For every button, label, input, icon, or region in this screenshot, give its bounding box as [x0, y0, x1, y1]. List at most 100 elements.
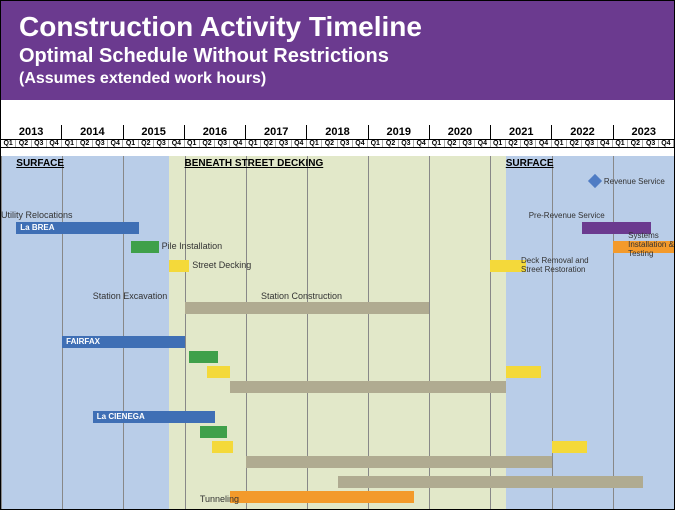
annotation-text: Street Decking [192, 260, 251, 270]
quarter-cell: Q4 [475, 140, 490, 147]
quarter-cell: Q4 [108, 140, 123, 147]
construction-bar-4 [338, 476, 644, 488]
legend-label: Systems Installation & Testing [628, 231, 675, 258]
la-brea-decking [169, 260, 189, 272]
chart-header: Construction Activity Timeline Optimal S… [1, 1, 674, 100]
gantt-timeline: 2013201420152016201720182019202020212022… [1, 125, 674, 509]
fairfax-deck-removal [506, 366, 541, 378]
quarter-cell: Q1 [613, 140, 628, 147]
la-cienega-station: La CIENEGA [93, 411, 215, 423]
legend-pre-revenue-service: Pre-Revenue Service [529, 211, 605, 220]
year-cell: 2017 [246, 125, 307, 139]
quarter-cell: Q4 [47, 140, 62, 147]
gantt-chart-area: SURFACE BENEATH STREET DECKING SURFACE La B… [1, 156, 674, 509]
phase-label: BENEATH STREET DECKING [185, 158, 324, 169]
quarter-cell: Q4 [353, 140, 368, 147]
la-cienega-deck-removal [552, 441, 587, 453]
quarter-axis: Q1Q2Q3Q4Q1Q2Q3Q4Q1Q2Q3Q4Q1Q2Q3Q4Q1Q2Q3Q4… [1, 140, 674, 148]
gridline [123, 156, 124, 509]
phase-label: SURFACE [506, 158, 554, 169]
quarter-cell: Q4 [414, 140, 429, 147]
quarter-cell: Q1 [185, 140, 200, 147]
gridline [613, 156, 614, 509]
subtitle: Optimal Schedule Without Restrictions [19, 45, 656, 68]
quarter-cell: Q3 [93, 140, 108, 147]
la-cienega-construction [246, 456, 552, 468]
quarter-cell: Q2 [567, 140, 582, 147]
title: Construction Activity Timeline [19, 11, 656, 43]
annotation-text: Station Construction [261, 291, 342, 301]
annotation-text: Utility Relocations [1, 210, 73, 220]
quarter-cell: Q1 [246, 140, 261, 147]
fairfax-station: FAIRFAX [62, 336, 184, 348]
fairfax-pile [189, 351, 218, 363]
year-cell: 2020 [430, 125, 491, 139]
quarter-cell: Q3 [460, 140, 475, 147]
quarter-cell: Q3 [276, 140, 291, 147]
legend-systems-install: Systems Installation & Testing [628, 231, 675, 258]
year-cell: 2022 [552, 125, 613, 139]
quarter-cell: Q2 [77, 140, 92, 147]
quarter-cell: Q2 [322, 140, 337, 147]
quarter-cell: Q1 [1, 140, 16, 147]
legend-revenue-service: Revenue Service [590, 176, 665, 186]
la-brea-excavation [185, 302, 430, 314]
note: (Assumes extended work hours) [19, 70, 656, 88]
quarter-cell: Q3 [521, 140, 536, 147]
tunneling-bar [230, 491, 414, 503]
gridline [185, 156, 186, 509]
quarter-cell: Q4 [169, 140, 184, 147]
la-brea-pile [131, 241, 159, 253]
quarter-cell: Q3 [582, 140, 597, 147]
la-cienega-decking [212, 441, 233, 453]
gridline [62, 156, 63, 509]
quarter-cell: Q2 [139, 140, 154, 147]
gridline [552, 156, 553, 509]
year-cell: 2016 [185, 125, 246, 139]
quarter-cell: Q1 [429, 140, 444, 147]
la-brea-station: La BREA [16, 222, 138, 234]
year-cell: 2021 [491, 125, 552, 139]
quarter-cell: Q2 [16, 140, 31, 147]
quarter-cell: Q1 [491, 140, 506, 147]
year-cell: 2023 [614, 125, 674, 139]
quarter-cell: Q2 [383, 140, 398, 147]
year-axis: 2013201420152016201720182019202020212022… [1, 125, 674, 140]
quarter-cell: Q1 [368, 140, 383, 147]
legend-label: Revenue Service [604, 177, 665, 186]
quarter-cell: Q4 [230, 140, 245, 147]
annotation-text: Station Excavation [93, 291, 168, 301]
quarter-cell: Q3 [399, 140, 414, 147]
quarter-cell: Q3 [338, 140, 353, 147]
year-cell: 2019 [369, 125, 430, 139]
year-cell: 2015 [124, 125, 185, 139]
quarter-cell: Q2 [628, 140, 643, 147]
quarter-cell: Q4 [598, 140, 613, 147]
gridline [1, 156, 2, 509]
quarter-cell: Q4 [292, 140, 307, 147]
quarter-cell: Q4 [659, 140, 674, 147]
quarter-cell: Q1 [62, 140, 77, 147]
year-cell: 2014 [62, 125, 123, 139]
annotation-text: Deck Removal and [521, 256, 589, 265]
quarter-cell: Q3 [643, 140, 658, 147]
quarter-cell: Q4 [536, 140, 551, 147]
diamond-icon [588, 174, 602, 188]
quarter-cell: Q1 [552, 140, 567, 147]
quarter-cell: Q3 [154, 140, 169, 147]
fairfax-decking [207, 366, 230, 378]
year-cell: 2018 [307, 125, 368, 139]
annotation-text: Pile Installation [162, 241, 223, 251]
quarter-cell: Q3 [215, 140, 230, 147]
la-cienega-pile [200, 426, 228, 438]
phase-label: SURFACE [16, 158, 64, 169]
quarter-cell: Q2 [506, 140, 521, 147]
quarter-cell: Q1 [123, 140, 138, 147]
quarter-cell: Q3 [32, 140, 47, 147]
legend-label: Pre-Revenue Service [529, 211, 605, 220]
phase-background [1, 156, 169, 509]
quarter-cell: Q2 [261, 140, 276, 147]
fairfax-construction [230, 381, 505, 393]
quarter-cell: Q2 [200, 140, 215, 147]
annotation-text: Street Restoration [521, 265, 585, 274]
